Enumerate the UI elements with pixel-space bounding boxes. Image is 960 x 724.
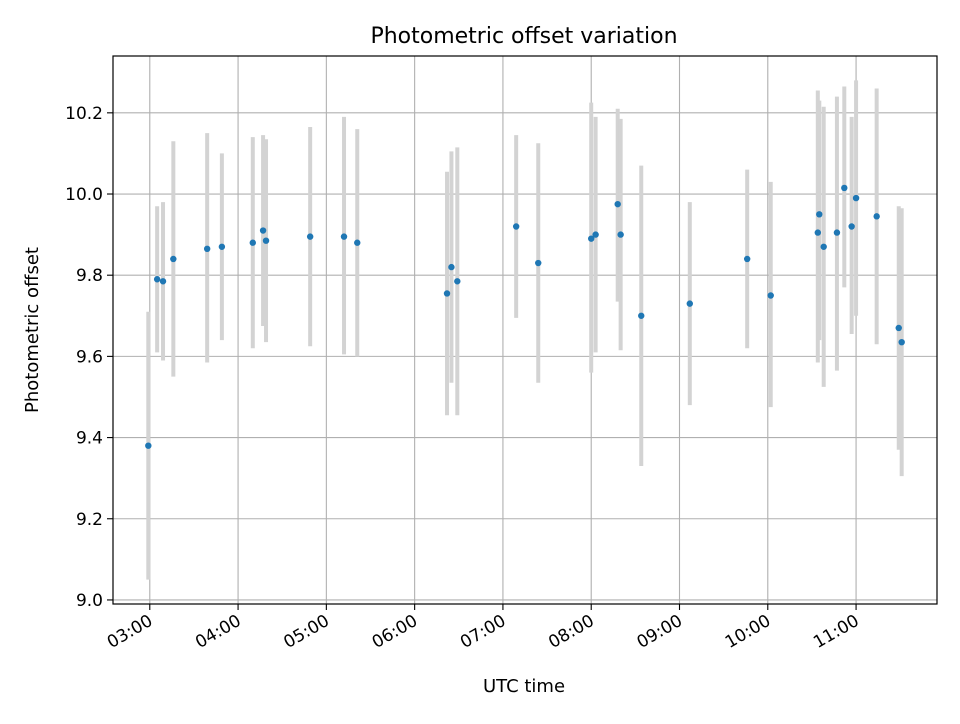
data-point — [898, 338, 905, 346]
data-point — [259, 227, 267, 234]
data-point — [512, 223, 520, 230]
y-axis-ticks: 9.0 9.2 9.4 9.6 9.8 10.0 10.2 — [65, 104, 113, 611]
data-point — [218, 243, 226, 250]
data-point — [638, 312, 645, 319]
data-point — [454, 278, 461, 285]
data-point — [203, 245, 211, 253]
y-tick-label: 9.8 — [76, 266, 103, 286]
data-point — [816, 211, 823, 218]
data-point — [841, 184, 848, 192]
y-tick-label: 9.2 — [76, 510, 103, 530]
data-point — [354, 239, 361, 246]
data-point — [249, 239, 256, 246]
plot-frame — [112, 55, 938, 605]
data-point — [535, 259, 542, 267]
data-point — [340, 233, 348, 240]
x-axis-label: UTC time — [483, 676, 565, 697]
y-tick-label: 10.0 — [65, 185, 103, 205]
data-point — [617, 231, 624, 238]
data-point — [153, 276, 161, 283]
y-tick-label: 9.4 — [76, 429, 103, 449]
y-tick-label: 9.0 — [76, 591, 103, 611]
data-point — [743, 255, 751, 263]
data-point — [159, 278, 167, 285]
data-point — [306, 233, 314, 240]
data-point — [588, 235, 595, 242]
data-point — [767, 292, 774, 299]
data-point — [145, 442, 152, 449]
data-point — [820, 243, 827, 250]
chart-title: Photometric offset variation — [370, 24, 677, 49]
data-point — [592, 231, 599, 238]
data-point — [833, 229, 841, 236]
data-point — [873, 213, 880, 220]
y-tick-label: 9.6 — [76, 347, 103, 367]
data-point — [443, 290, 451, 297]
data-point — [614, 200, 621, 208]
data-point — [895, 324, 902, 332]
data-point — [170, 255, 177, 263]
y-axis-label: Photometric offset — [22, 247, 43, 413]
data-point — [262, 237, 270, 244]
data-points — [145, 184, 905, 449]
y-tick-label: 10.2 — [65, 104, 103, 124]
data-point — [852, 194, 860, 202]
data-point — [814, 229, 822, 236]
data-point — [686, 300, 693, 307]
data-point — [848, 223, 855, 230]
data-point — [448, 263, 455, 271]
